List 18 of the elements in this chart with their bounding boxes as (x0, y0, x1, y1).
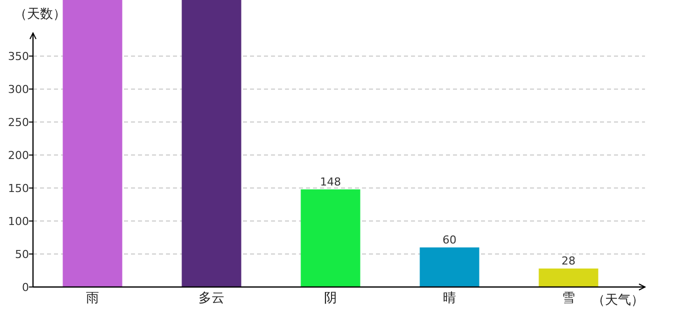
y-tick-label: 150 (8, 182, 29, 196)
y-tick-label: 100 (8, 215, 29, 228)
data-label: 28 (562, 254, 576, 268)
data-label: 60 (442, 233, 456, 246)
x-tick-label: 多云 (198, 291, 224, 306)
x-axis-title: （天气） (592, 293, 644, 308)
y-axis-title: （天数） (14, 7, 66, 22)
y-tick-label: 0 (22, 281, 29, 294)
y-tick-label: 350 (8, 50, 29, 64)
x-tick-label: 雪 (562, 291, 575, 306)
y-tick-label: 50 (15, 248, 29, 262)
data-label: 148 (320, 175, 341, 188)
x-tick-label: 晴 (443, 291, 456, 306)
y-tick-label: 250 (8, 116, 29, 130)
x-tick-label: 雨 (86, 291, 99, 306)
x-tick-label: 阴 (324, 291, 337, 306)
y-tick-label: 300 (8, 83, 29, 96)
y-tick-label: 200 (8, 149, 29, 162)
